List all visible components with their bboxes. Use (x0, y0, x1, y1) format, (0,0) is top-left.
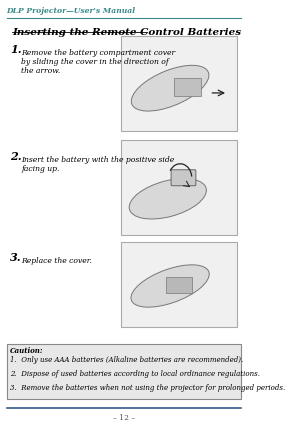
FancyBboxPatch shape (122, 36, 237, 131)
FancyBboxPatch shape (166, 277, 192, 293)
Text: Insert the battery with the positive side
facing up.: Insert the battery with the positive sid… (22, 156, 175, 173)
FancyBboxPatch shape (171, 170, 196, 186)
Text: Replace the cover.: Replace the cover. (22, 257, 92, 265)
FancyBboxPatch shape (7, 344, 241, 399)
Text: Remove the battery compartment cover
by sliding the cover in the direction of
th: Remove the battery compartment cover by … (22, 49, 176, 75)
Text: 3.  Remove the batteries when not using the projector for prolonged periods.: 3. Remove the batteries when not using t… (10, 384, 285, 392)
FancyBboxPatch shape (122, 140, 237, 235)
Text: 3.: 3. (10, 252, 22, 263)
Text: 1.  Only use AAA batteries (Alkaline batteries are recommended).: 1. Only use AAA batteries (Alkaline batt… (10, 356, 243, 364)
Text: 2.  Dispose of used batteries according to local ordinance regulations.: 2. Dispose of used batteries according t… (10, 370, 260, 378)
Text: Inserting the Remote Control Batteries: Inserting the Remote Control Batteries (12, 28, 242, 37)
Text: 1.: 1. (10, 44, 22, 55)
FancyBboxPatch shape (174, 78, 201, 96)
Text: 2.: 2. (10, 151, 22, 162)
FancyBboxPatch shape (122, 242, 237, 327)
Ellipse shape (129, 179, 206, 219)
Text: Caution:: Caution: (10, 347, 43, 355)
Ellipse shape (131, 65, 209, 111)
Ellipse shape (131, 265, 209, 307)
Text: – 12 –: – 12 – (113, 414, 135, 422)
Text: DLP Projector—User's Manual: DLP Projector—User's Manual (7, 7, 136, 15)
